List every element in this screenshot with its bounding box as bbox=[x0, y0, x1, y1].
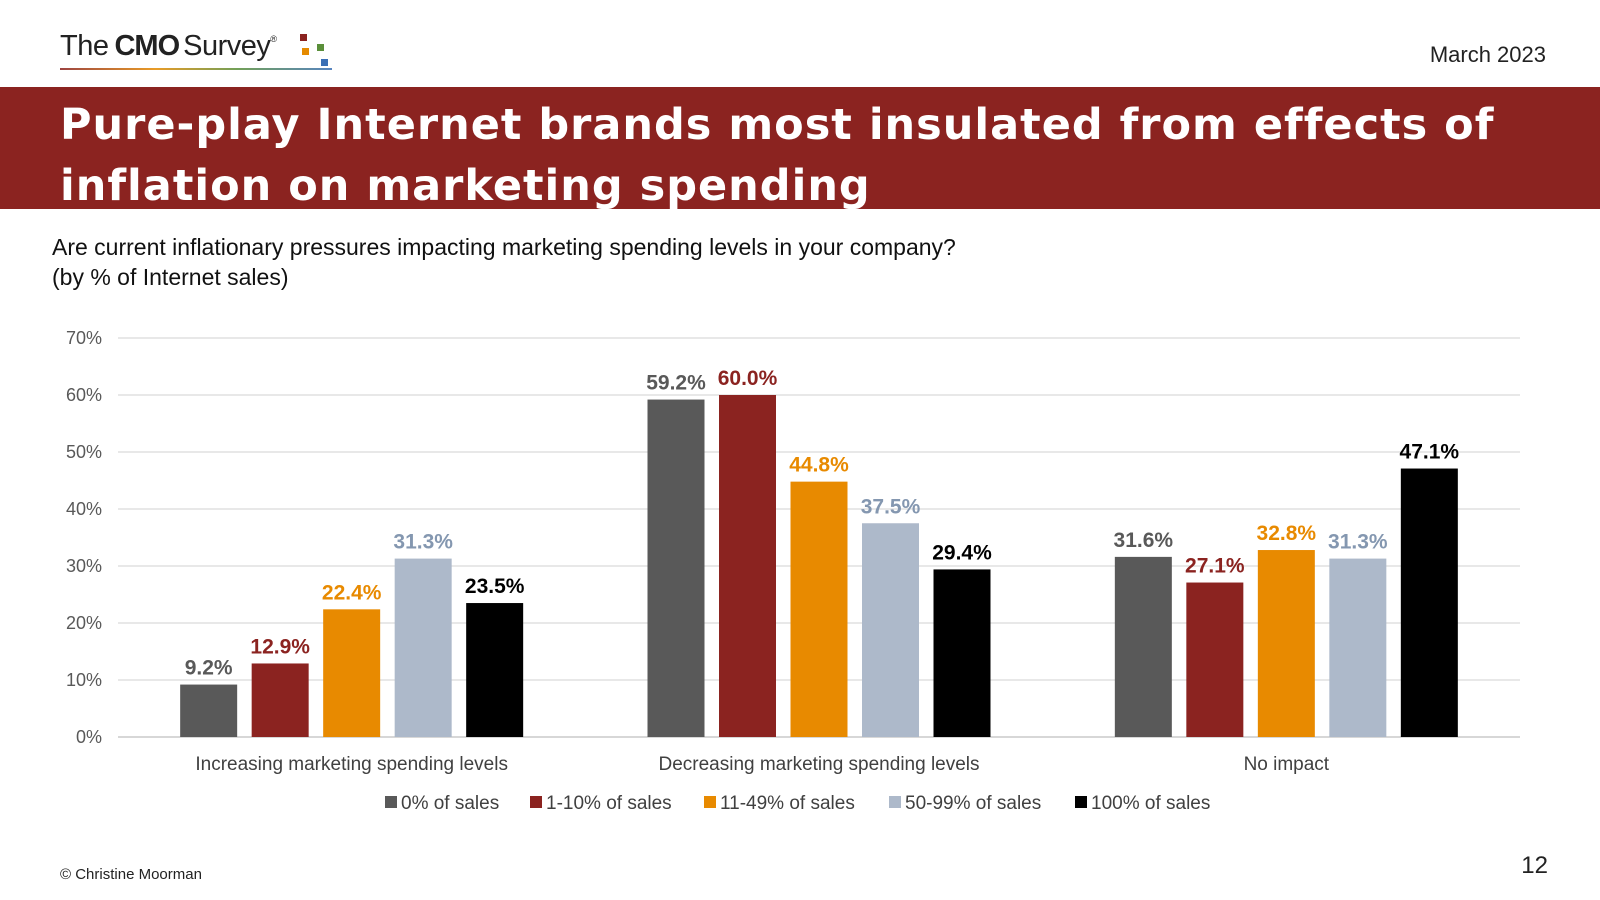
bar bbox=[790, 481, 848, 737]
data-label: 23.5% bbox=[465, 575, 525, 598]
bar bbox=[719, 395, 776, 737]
legend-swatch bbox=[889, 796, 901, 808]
bar bbox=[1329, 558, 1387, 737]
data-label: 31.3% bbox=[1328, 531, 1388, 554]
legend-swatch bbox=[1075, 796, 1087, 808]
legend-swatch bbox=[704, 796, 716, 808]
logo: The CMO Survey® bbox=[60, 30, 277, 72]
legend-label: 1-10% of sales bbox=[546, 793, 672, 814]
bar bbox=[647, 399, 705, 737]
logo-dot-green bbox=[317, 44, 324, 51]
x-category-label: Decreasing marketing spending levels bbox=[658, 754, 979, 775]
data-label: 37.5% bbox=[861, 495, 921, 518]
bar bbox=[1257, 550, 1315, 737]
bar bbox=[394, 558, 452, 737]
logo-the: The bbox=[60, 30, 109, 62]
logo-dots-icon bbox=[298, 34, 338, 70]
bar bbox=[1186, 582, 1244, 737]
legend-label: 50-99% of sales bbox=[905, 793, 1041, 814]
logo-dot-red bbox=[300, 34, 307, 41]
legend-label: 0% of sales bbox=[401, 793, 499, 814]
logo-dot-blue bbox=[321, 59, 328, 66]
bar bbox=[466, 603, 524, 737]
x-category-label: No impact bbox=[1244, 754, 1330, 775]
y-tick-label: 50% bbox=[66, 442, 102, 462]
data-label: 22.4% bbox=[322, 581, 382, 604]
title-band: Pure-play Internet brands most insulated… bbox=[0, 87, 1600, 211]
y-tick-label: 10% bbox=[66, 670, 102, 690]
data-label: 44.8% bbox=[789, 454, 849, 477]
x-category-label: Increasing marketing spending levels bbox=[195, 754, 508, 775]
y-tick-label: 40% bbox=[66, 499, 102, 519]
data-label: 31.6% bbox=[1114, 529, 1174, 552]
logo-survey: Survey bbox=[183, 30, 271, 62]
data-label: 9.2% bbox=[185, 657, 233, 680]
logo-underline bbox=[60, 68, 332, 70]
logo-dot-orange bbox=[302, 48, 309, 55]
logo-cmo: CMO bbox=[114, 30, 180, 62]
slide-title: Pure-play Internet brands most insulated… bbox=[60, 100, 1495, 211]
legend-swatch bbox=[385, 796, 397, 808]
data-label: 47.1% bbox=[1400, 441, 1460, 464]
survey-question: Are current inflationary pressures impac… bbox=[52, 232, 956, 292]
y-tick-label: 60% bbox=[66, 385, 102, 405]
logo-registered-mark: ® bbox=[270, 34, 277, 44]
data-label: 12.9% bbox=[250, 635, 310, 658]
data-label: 32.8% bbox=[1257, 522, 1317, 545]
y-tick-label: 0% bbox=[76, 727, 102, 747]
data-label: 27.1% bbox=[1185, 555, 1245, 578]
report-date: March 2023 bbox=[1429, 42, 1546, 67]
data-label: 29.4% bbox=[932, 541, 992, 564]
copyright: © Christine Moorman bbox=[60, 866, 202, 883]
question-line-2: (by % of Internet sales) bbox=[52, 264, 289, 290]
y-tick-label: 30% bbox=[66, 556, 102, 576]
bar bbox=[1114, 556, 1172, 737]
bar bbox=[251, 663, 309, 737]
data-label: 31.3% bbox=[393, 531, 453, 554]
question-line-1: Are current inflationary pressures impac… bbox=[52, 234, 956, 260]
bar bbox=[862, 523, 919, 737]
bar bbox=[1400, 468, 1458, 737]
data-label: 59.2% bbox=[646, 372, 706, 395]
y-tick-label: 20% bbox=[66, 613, 102, 633]
legend-swatch bbox=[530, 796, 542, 808]
bar bbox=[180, 684, 238, 737]
y-tick-label: 70% bbox=[66, 328, 102, 348]
data-label: 60.0% bbox=[718, 367, 778, 390]
page-number: 12 bbox=[1521, 852, 1548, 879]
bar-chart: 0% 10% 20% 30% 40% 50% 60% 70% 9.2% 12.9% 22.4% 31.… bbox=[66, 328, 1520, 814]
bar bbox=[933, 569, 991, 737]
legend-label: 11-49% of sales bbox=[720, 793, 855, 814]
legend-label: 100% of sales bbox=[1091, 793, 1210, 814]
bar bbox=[323, 609, 381, 737]
